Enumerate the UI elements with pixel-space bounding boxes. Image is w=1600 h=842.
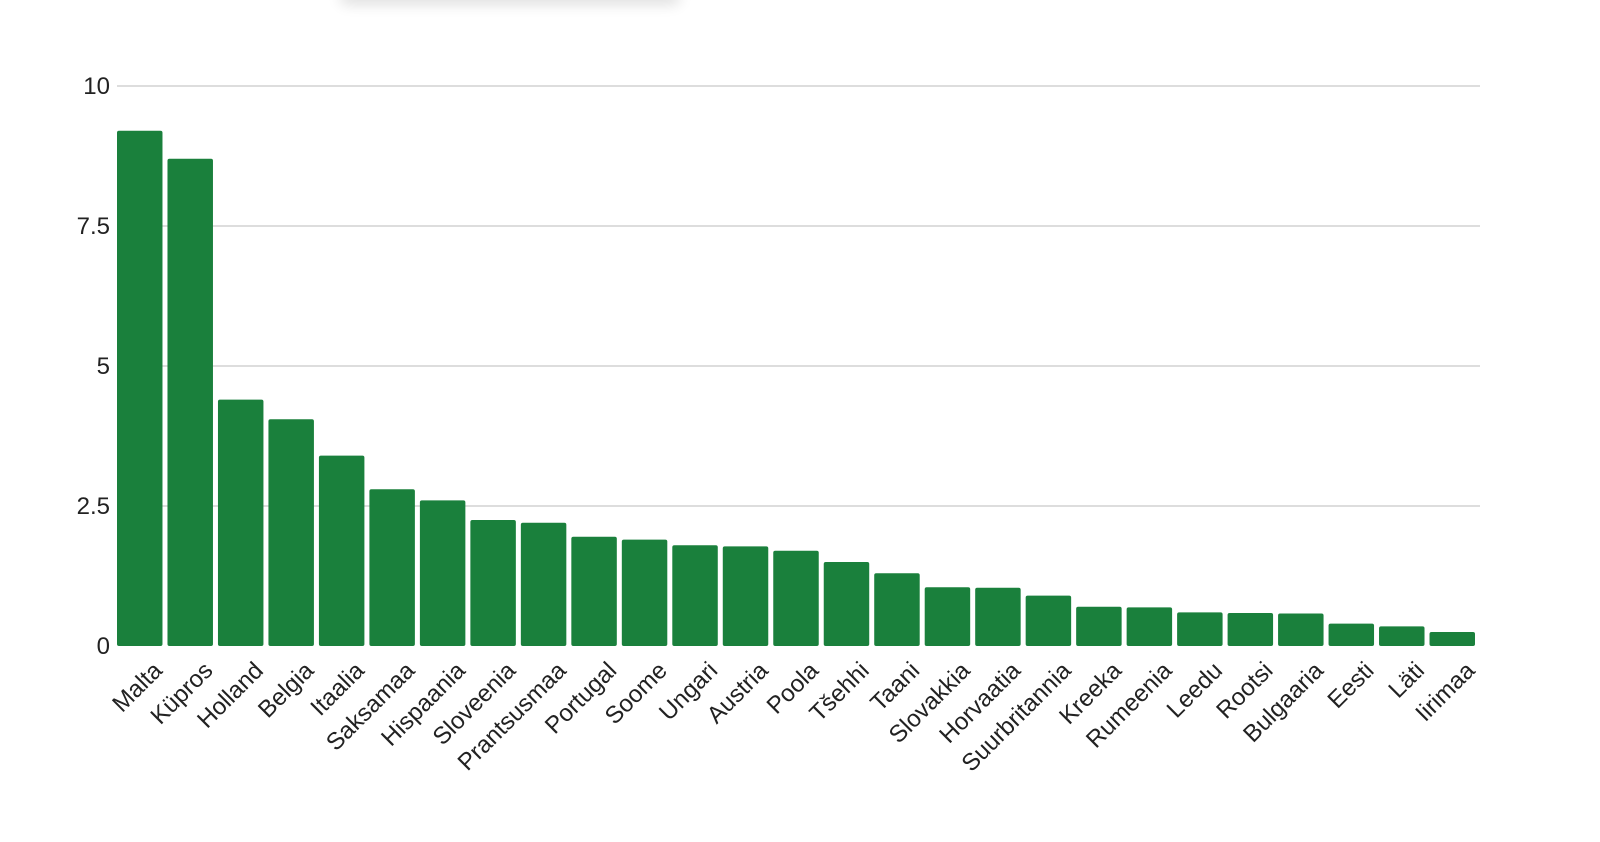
bar-belgia[interactable] bbox=[268, 419, 314, 646]
bar-leedu[interactable] bbox=[1177, 612, 1223, 646]
bars bbox=[117, 130, 1475, 647]
bar-soome[interactable] bbox=[621, 539, 668, 646]
bar-taani[interactable] bbox=[874, 573, 920, 646]
bar-austria[interactable] bbox=[722, 546, 769, 646]
bar-holland[interactable] bbox=[217, 399, 264, 646]
bar-saksamaa[interactable] bbox=[369, 489, 415, 646]
bar-horvaatia[interactable] bbox=[975, 587, 1021, 646]
x-tick-label: Leedu bbox=[1162, 657, 1228, 723]
bar-suurbritannia[interactable] bbox=[1025, 595, 1072, 646]
x-tick-label: Belgia bbox=[253, 657, 320, 724]
y-tick-label: 2.5 bbox=[77, 493, 110, 520]
bar-tšehhi[interactable] bbox=[823, 562, 870, 646]
bar-eesti[interactable] bbox=[1328, 623, 1375, 646]
bar-läti[interactable] bbox=[1379, 626, 1425, 646]
grid-lines bbox=[117, 85, 1480, 507]
bar-ungari[interactable] bbox=[672, 545, 718, 646]
bar-rootsi[interactable] bbox=[1227, 612, 1274, 646]
bar-iirimaa[interactable] bbox=[1429, 632, 1475, 646]
bar-hispaania[interactable] bbox=[419, 500, 466, 646]
y-tick-label: 7.5 bbox=[77, 213, 110, 240]
bar-slovakkia[interactable] bbox=[924, 587, 971, 646]
bar-malta[interactable] bbox=[117, 130, 163, 647]
bar-itaalia[interactable] bbox=[318, 455, 365, 646]
bar-bulgaaria[interactable] bbox=[1278, 613, 1324, 646]
y-tick-label: 0 bbox=[97, 633, 110, 660]
bar-küpros[interactable] bbox=[167, 158, 213, 647]
x-tick-label: Iirimaa bbox=[1410, 657, 1480, 727]
x-tick-label: Eesti bbox=[1323, 657, 1380, 714]
y-tick-label: 5 bbox=[97, 353, 110, 380]
bar-prantsusmaa[interactable] bbox=[520, 522, 567, 646]
bar-kreeka[interactable] bbox=[1076, 606, 1122, 646]
bar-sloveenia[interactable] bbox=[470, 520, 516, 646]
bar-rumeenia[interactable] bbox=[1126, 607, 1173, 646]
bar-poola[interactable] bbox=[773, 550, 819, 646]
y-axis-ticks: 0 2.5 5 7.5 10 bbox=[77, 73, 110, 660]
y-tick-label: 10 bbox=[83, 73, 110, 100]
bar-portugal[interactable] bbox=[571, 536, 617, 646]
x-axis-labels: MaltaKüprosHollandBelgiaItaaliaSaksamaaH… bbox=[107, 657, 1481, 778]
